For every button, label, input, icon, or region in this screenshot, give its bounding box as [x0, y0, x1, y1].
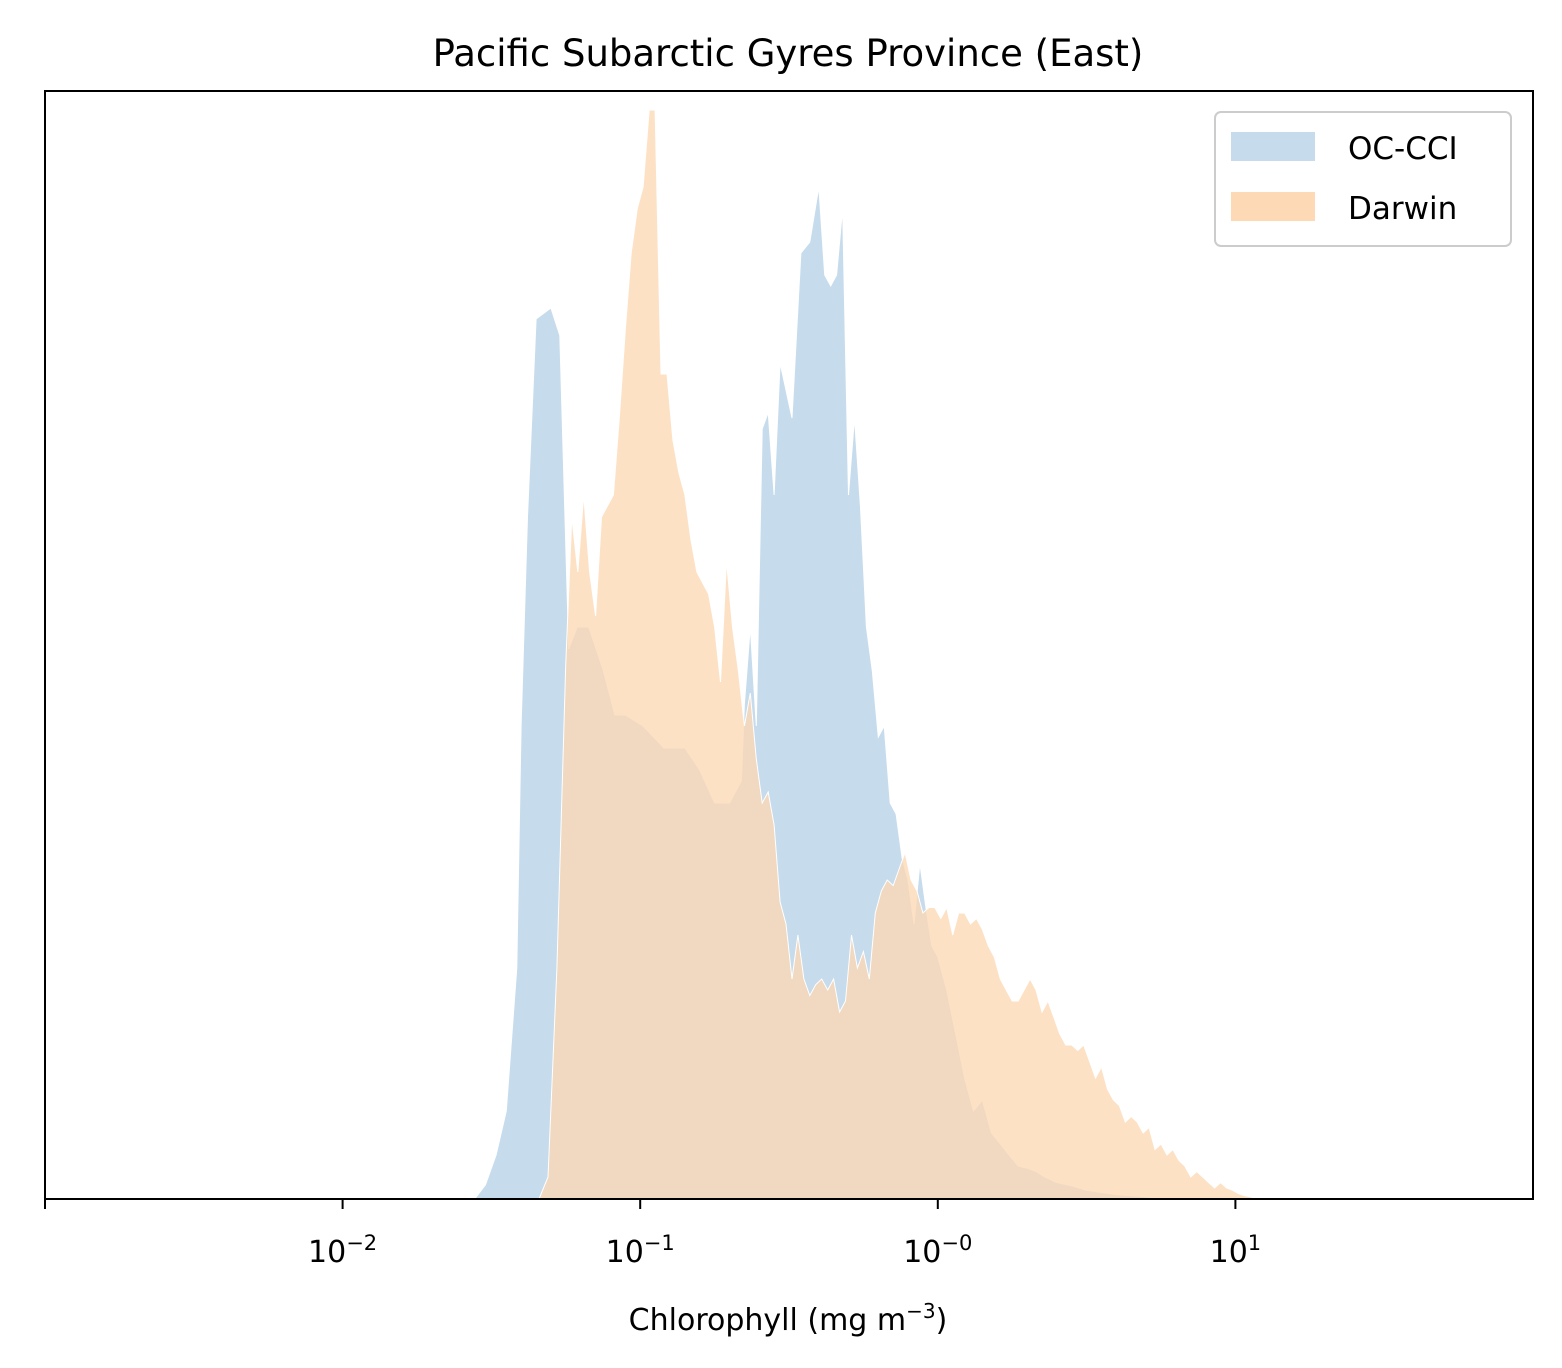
- area-darwin: [538, 109, 1257, 1200]
- x-axis-label: Chlorophyll (mg m−3): [629, 1299, 948, 1338]
- x-axis-label-sup: −3: [906, 1299, 935, 1323]
- x-axis-label-end: ): [936, 1303, 948, 1338]
- legend-label-darwin: Darwin: [1348, 191, 1457, 227]
- x-tick-label: 10−0: [903, 1231, 972, 1270]
- plot-frame: [44, 90, 1534, 1200]
- legend-swatch-darwin: [1231, 192, 1315, 221]
- x-tick-label: 10−2: [308, 1231, 377, 1270]
- x-axis-ticks: 10−2 10−1 10−0 101: [44, 1199, 1262, 1270]
- plot-areas: [473, 109, 1257, 1200]
- legend-label-oc-cci: OC-CCI: [1348, 131, 1458, 167]
- x-tick-label: 101: [1210, 1231, 1262, 1270]
- x-tick-label: 10−1: [606, 1231, 675, 1270]
- x-axis-label-main: Chlorophyll (mg m: [629, 1303, 906, 1338]
- chart-title: Pacific Subarctic Gyres Province (East): [433, 32, 1144, 75]
- legend-swatch-oc-cci: [1231, 132, 1315, 161]
- legend: OC-CCI Darwin: [1214, 111, 1512, 247]
